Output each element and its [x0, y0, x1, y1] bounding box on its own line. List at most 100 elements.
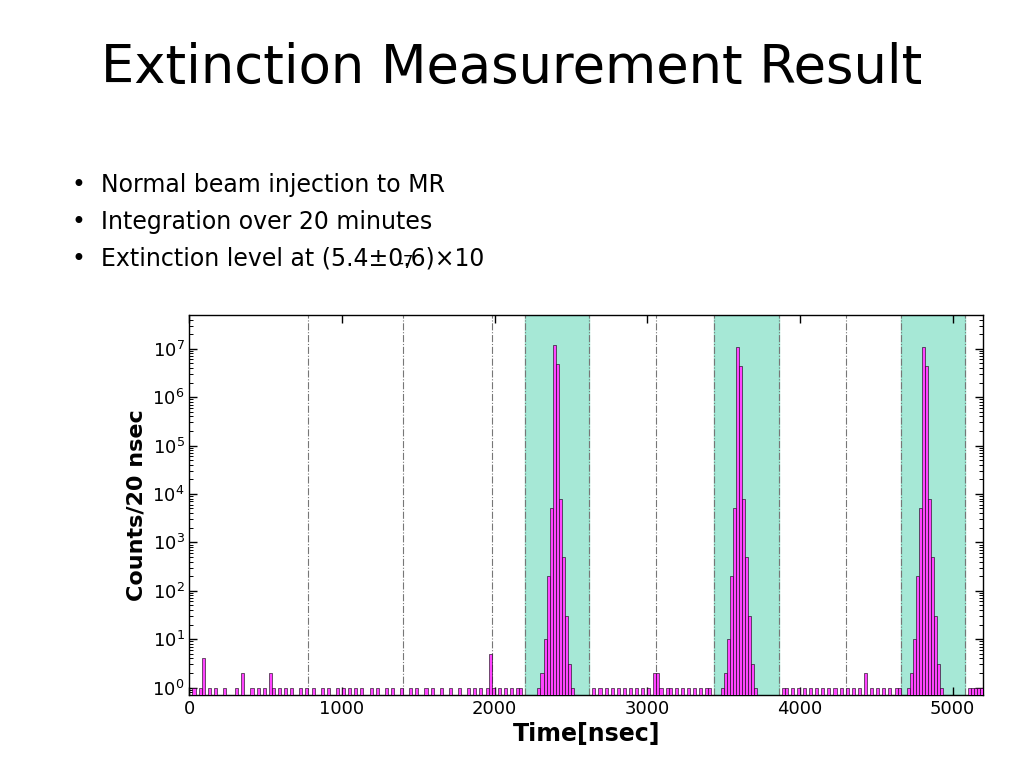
Bar	[202, 658, 205, 768]
Bar	[251, 687, 254, 768]
Bar	[647, 687, 650, 768]
Bar	[467, 687, 470, 768]
Bar	[699, 687, 702, 768]
Bar	[852, 687, 855, 768]
Bar	[629, 687, 632, 768]
Bar	[754, 687, 757, 768]
Bar	[565, 616, 568, 768]
Bar	[327, 687, 330, 768]
Bar	[906, 687, 909, 768]
Bar	[641, 687, 644, 768]
Bar	[562, 557, 565, 768]
Bar	[791, 687, 794, 768]
Bar	[342, 687, 345, 768]
Bar	[321, 687, 324, 768]
Bar	[919, 508, 922, 768]
Bar	[199, 687, 202, 768]
Bar	[525, 315, 589, 695]
Bar	[550, 508, 553, 768]
Bar	[385, 687, 388, 768]
Bar	[877, 687, 880, 768]
Bar	[504, 687, 507, 768]
Bar	[724, 673, 727, 768]
Bar	[693, 687, 696, 768]
Bar	[925, 366, 928, 768]
Bar	[336, 687, 339, 768]
Bar	[803, 687, 806, 768]
Bar	[983, 687, 986, 768]
Bar	[263, 687, 266, 768]
Bar	[400, 687, 403, 768]
Bar	[934, 616, 937, 768]
Bar	[736, 346, 739, 768]
Bar	[547, 576, 550, 768]
Bar	[449, 687, 452, 768]
Bar	[479, 687, 482, 768]
Bar	[858, 687, 861, 768]
Bar	[439, 687, 442, 768]
Bar	[653, 673, 656, 768]
Bar	[598, 687, 601, 768]
Bar	[922, 346, 925, 768]
Bar	[635, 687, 638, 768]
Bar	[827, 687, 830, 768]
Bar	[284, 687, 287, 768]
Bar	[305, 687, 308, 768]
Bar	[623, 687, 626, 768]
Bar	[223, 687, 226, 768]
Bar	[659, 687, 663, 768]
Bar	[739, 366, 742, 768]
Bar	[745, 557, 748, 768]
Bar	[870, 687, 873, 768]
Bar	[311, 687, 314, 768]
Bar	[784, 687, 787, 768]
Bar	[592, 687, 595, 768]
Bar	[751, 664, 754, 768]
Bar	[519, 687, 522, 768]
Bar	[909, 673, 912, 768]
Bar	[553, 345, 556, 768]
Bar	[410, 687, 413, 768]
Bar	[797, 687, 800, 768]
Bar	[709, 687, 712, 768]
Bar	[257, 687, 260, 768]
Bar	[193, 687, 196, 768]
Bar	[864, 673, 867, 768]
Bar	[883, 687, 886, 768]
Text: •  Integration over 20 minutes: • Integration over 20 minutes	[72, 210, 432, 233]
Bar	[912, 639, 915, 768]
Text: -7: -7	[397, 254, 414, 272]
Bar	[895, 687, 898, 768]
Bar	[846, 687, 849, 768]
Bar	[901, 315, 965, 695]
Bar	[915, 576, 919, 768]
Bar	[488, 654, 492, 768]
Bar	[485, 687, 488, 768]
Bar	[669, 687, 672, 768]
Bar	[458, 687, 461, 768]
Bar	[538, 687, 541, 768]
Bar	[730, 576, 733, 768]
Bar	[290, 687, 293, 768]
Bar	[268, 673, 271, 768]
Text: •  Extinction level at (5.4±0.6)×10: • Extinction level at (5.4±0.6)×10	[72, 247, 484, 270]
Bar	[492, 687, 495, 768]
Bar	[568, 664, 571, 768]
Bar	[416, 687, 419, 768]
Bar	[604, 687, 607, 768]
Bar	[278, 687, 281, 768]
Bar	[675, 687, 678, 768]
Bar	[809, 687, 812, 768]
Bar	[968, 687, 971, 768]
Bar	[348, 687, 351, 768]
Bar	[425, 687, 428, 768]
Bar	[544, 639, 547, 768]
Bar	[721, 687, 724, 768]
Bar	[980, 687, 983, 768]
Bar	[242, 673, 245, 768]
Bar	[473, 687, 476, 768]
Bar	[430, 687, 433, 768]
Bar	[821, 687, 824, 768]
Bar	[971, 687, 974, 768]
Bar	[556, 364, 559, 768]
